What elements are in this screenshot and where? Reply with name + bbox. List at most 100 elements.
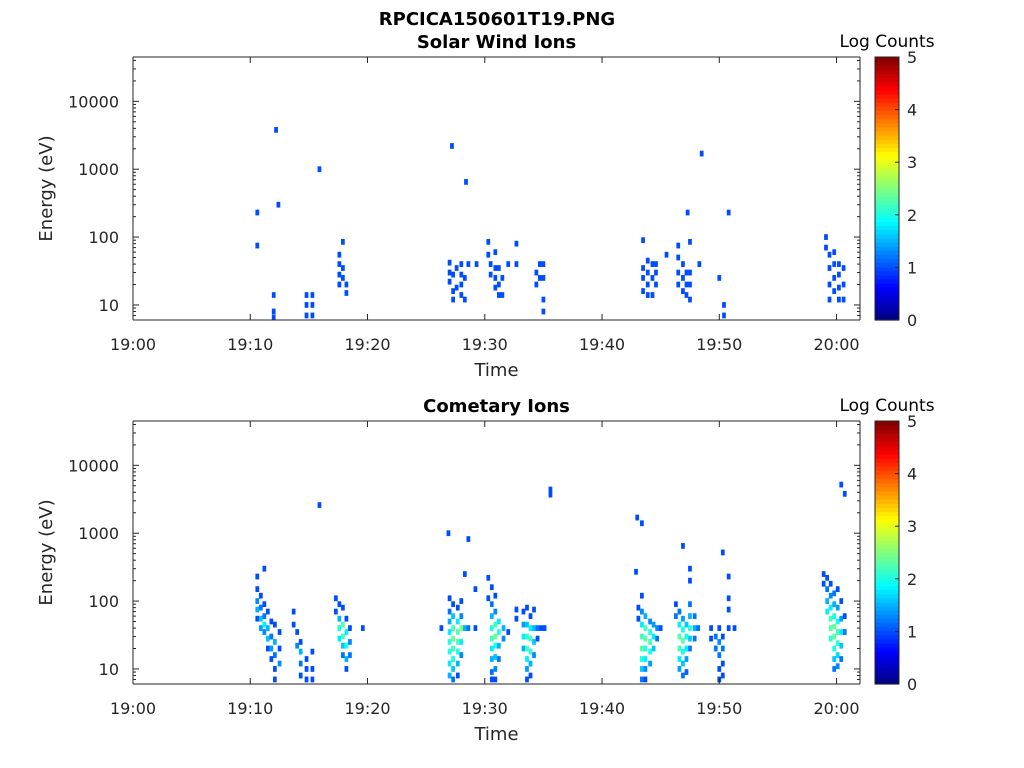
colorbar-swatch — [875, 89, 899, 95]
heatmap-cell — [255, 209, 260, 216]
heatmap-cell — [506, 261, 511, 267]
heatmap-cell — [835, 618, 840, 625]
colorbar-swatch — [875, 634, 899, 640]
heatmap-cell — [451, 288, 455, 294]
heatmap-cell — [455, 629, 460, 635]
heatmap-cell — [538, 261, 542, 267]
heatmap-cell — [341, 633, 345, 640]
colorbar-swatch — [875, 217, 899, 222]
heatmap-cell — [684, 292, 689, 298]
colorbar-label: Log Counts — [839, 32, 934, 52]
colorbar-swatch — [875, 490, 899, 496]
heatmap-cell — [298, 639, 303, 645]
heatmap-cell — [674, 601, 678, 608]
heatmap-cell — [462, 625, 467, 631]
heatmap-cell — [677, 656, 682, 662]
heatmap-cell — [640, 520, 644, 527]
heatmap-cell — [539, 625, 543, 631]
heatmap-cell — [674, 613, 678, 620]
heatmap-cell — [277, 660, 282, 667]
colorbar-swatch — [875, 303, 899, 309]
heatmap-cell — [514, 615, 519, 622]
heatmap-cell — [295, 642, 300, 649]
heatmap-cell — [839, 642, 844, 649]
heatmap-cell — [839, 615, 844, 622]
heatmap-cell — [273, 652, 277, 658]
heatmap-cell — [310, 302, 315, 308]
heatmap-cell — [459, 639, 464, 645]
colorbar-swatch — [875, 98, 899, 103]
heatmap-cell — [451, 296, 455, 303]
heatmap-cell — [447, 639, 452, 645]
colorbar-swatch — [875, 482, 899, 488]
colorbar-swatch — [875, 421, 899, 426]
colorbar-swatch — [875, 585, 899, 591]
heatmap-cell — [832, 261, 837, 267]
heatmap-cell — [713, 645, 718, 652]
colorbar-swatch — [875, 102, 899, 107]
heatmap-cell — [514, 261, 519, 267]
heatmap-cell — [262, 613, 267, 620]
colorbar-swatch — [875, 229, 899, 235]
heatmap-cell — [635, 514, 640, 521]
heatmap-cell — [650, 275, 655, 281]
colorbar-swatch — [875, 449, 899, 455]
x-axis-label: Time — [473, 360, 518, 381]
heatmap-cell — [681, 672, 685, 679]
heatmap-cell — [835, 586, 840, 593]
heatmap-cell — [835, 640, 840, 647]
heatmap-cell — [265, 645, 270, 652]
colorbar-swatch — [875, 433, 899, 439]
colorbar-swatch — [875, 106, 899, 112]
heatmap-cell — [645, 292, 650, 298]
heatmap-cell — [447, 278, 452, 285]
heatmap-cell — [455, 639, 460, 645]
heatmap-cell — [685, 209, 690, 216]
colorbar-swatch — [875, 601, 899, 607]
heatmap-cell — [258, 625, 263, 631]
heatmap-cell — [828, 615, 833, 622]
heatmap-cell — [709, 625, 713, 631]
heatmap-cell — [295, 629, 300, 635]
heatmap-cell — [835, 629, 840, 635]
colorbar-swatch — [875, 139, 899, 144]
colorbar-swatch — [875, 474, 899, 480]
panel-title: Solar Wind Ions — [417, 32, 576, 53]
heatmap-cell — [681, 275, 685, 281]
heatmap-cell — [337, 615, 342, 622]
heatmap-cell — [310, 312, 315, 319]
heatmap-cell — [310, 666, 315, 672]
heatmap-cell — [677, 621, 682, 628]
heatmap-cell — [525, 645, 529, 652]
colorbar-swatch — [875, 605, 899, 611]
heatmap-cell — [548, 486, 553, 493]
heatmap-cell — [681, 543, 685, 549]
heatmap-cell — [676, 242, 681, 249]
heatmap-cell — [828, 580, 833, 587]
heatmap-cell — [717, 652, 722, 658]
heatmap-cell — [317, 502, 322, 508]
heatmap-cell — [825, 608, 830, 615]
colorbar-swatch — [875, 527, 899, 533]
heatmap-cell — [493, 676, 498, 683]
colorbar-swatch — [875, 65, 899, 70]
heatmap-cell — [500, 275, 505, 281]
heatmap-cell — [832, 656, 837, 662]
heatmap-cell — [525, 656, 529, 662]
heatmap-cell — [506, 629, 511, 635]
heatmap-cell — [821, 580, 826, 587]
colorbar-swatch — [875, 462, 899, 467]
x-tick-label: 19:30 — [462, 335, 508, 354]
colorbar-swatch — [875, 295, 899, 301]
heatmap-cell — [681, 648, 685, 655]
heatmap-cell — [722, 312, 726, 319]
heatmap-cell — [310, 648, 315, 655]
heatmap-cell — [304, 656, 309, 662]
heatmap-cell — [255, 606, 260, 613]
colorbar-swatch — [875, 610, 899, 615]
y-tick-label: 10 — [99, 296, 119, 315]
y-tick-label: 1000 — [78, 160, 119, 179]
heatmap-cell — [489, 656, 494, 662]
heatmap-cell — [720, 660, 725, 667]
heatmap-cell — [344, 629, 349, 635]
